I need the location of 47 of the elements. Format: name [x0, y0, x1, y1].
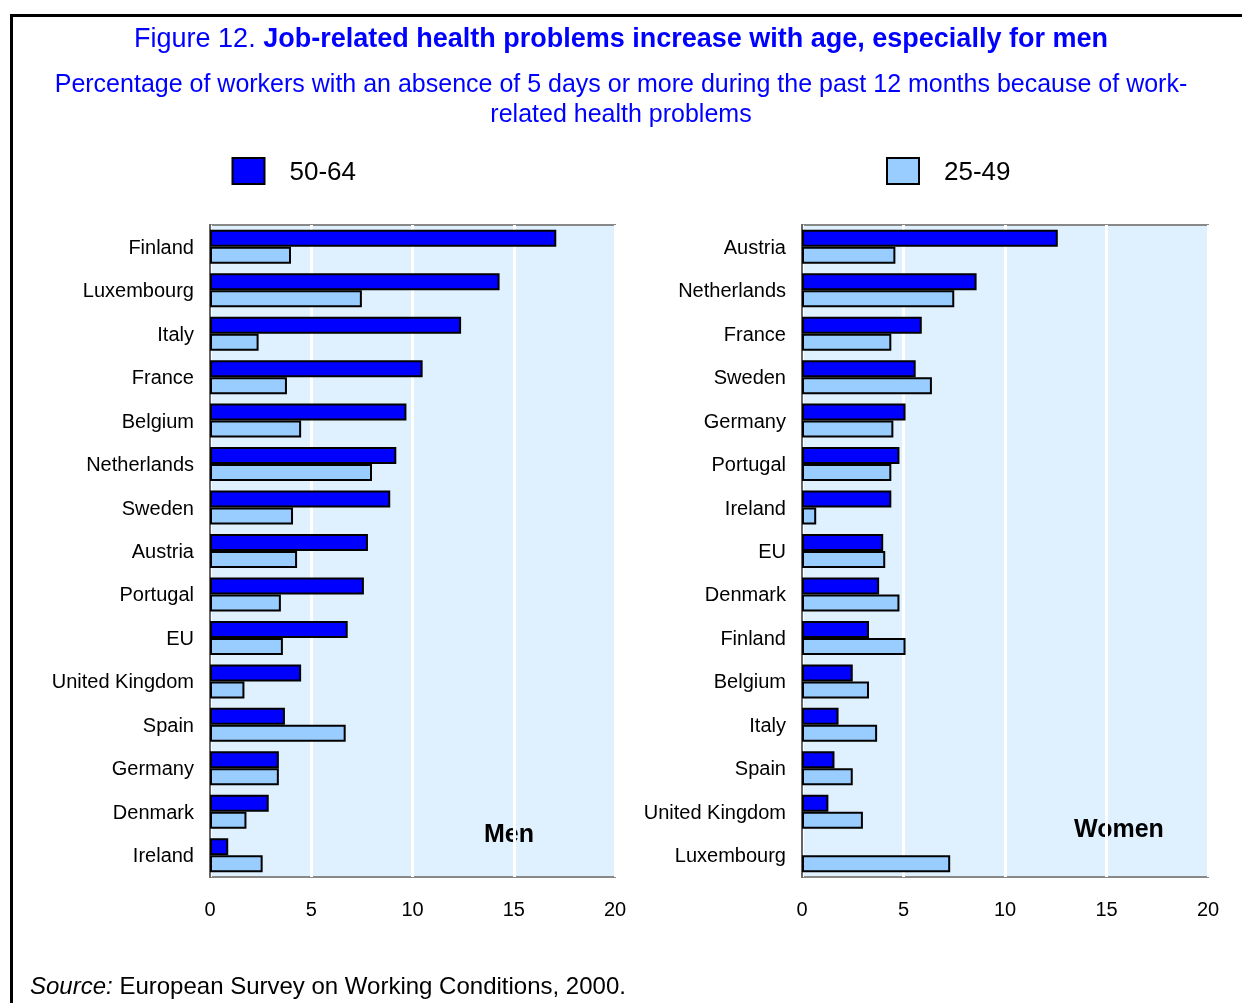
bar — [802, 855, 951, 873]
x-tick-label: 15 — [1095, 898, 1118, 920]
chart-title: Figure 12. Job-related health problems increase with age, especially for men — [133, 22, 1109, 54]
y-tick-label: United Kingdom — [51, 670, 194, 693]
y-tick-label: Belgium — [713, 670, 786, 693]
y-tick-label: Luxembourg — [82, 279, 194, 302]
y-tick-label: United Kingdom — [643, 800, 786, 823]
y-tick-label: Spain — [734, 757, 786, 780]
x-tick-label: 15 — [502, 898, 525, 920]
y-tick-label: EU — [758, 540, 786, 562]
y-tick-label: Germany — [111, 757, 194, 780]
legend-label: 50-64 — [289, 156, 356, 186]
y-tick-label: Netherlands — [86, 453, 194, 476]
y-tick-label: Finland — [128, 235, 194, 258]
y-tick-label: Denmark — [112, 800, 195, 823]
y-tick-label: Italy — [749, 713, 786, 736]
y-tick-label: Ireland — [132, 844, 194, 867]
annotation: Women — [1074, 813, 1164, 842]
y-tick-label: France — [131, 366, 194, 389]
y-tick-label: Luxembourg — [674, 844, 786, 867]
y-tick-label: Spain — [142, 713, 194, 736]
y-tick-label: EU — [166, 626, 194, 649]
y-tick-label: Portugal — [711, 453, 786, 476]
x-tick-label: 10 — [401, 898, 424, 920]
x-tick-label: 5 — [305, 898, 317, 920]
x-tick-label: 10 — [993, 898, 1017, 920]
x-tick-label: 20 — [1196, 898, 1220, 920]
source-note: Source: European Survey on Working Conditions, 2000. — [30, 972, 626, 1000]
x-tick-label: 20 — [603, 898, 627, 920]
legend-label: 25-49 — [944, 156, 1011, 186]
y-tick-label: Germany — [703, 409, 786, 432]
y-tick-label: Sweden — [121, 496, 194, 519]
x-tick-label: 0 — [796, 898, 808, 920]
y-tick-label: Finland — [720, 626, 786, 649]
chart-subtitle: Percentage of workers with an absence of 5 days or more during the past 12 months because of work-related health problems — [53, 68, 1189, 128]
y-tick-label: Ireland — [724, 496, 786, 519]
y-tick-label: Denmark — [704, 583, 787, 606]
x-tick-label: 0 — [204, 898, 216, 920]
y-tick-label: Belgium — [121, 409, 194, 432]
y-tick-label: Portugal — [119, 583, 194, 606]
y-tick-label: Netherlands — [678, 279, 786, 302]
y-tick-label: Austria — [131, 540, 195, 562]
y-tick-label: Italy — [157, 322, 194, 345]
y-tick-label: France — [723, 322, 786, 345]
x-tick-label: 5 — [897, 898, 910, 920]
y-tick-label: Sweden — [713, 366, 786, 389]
y-tick-label: Austria — [723, 235, 787, 258]
